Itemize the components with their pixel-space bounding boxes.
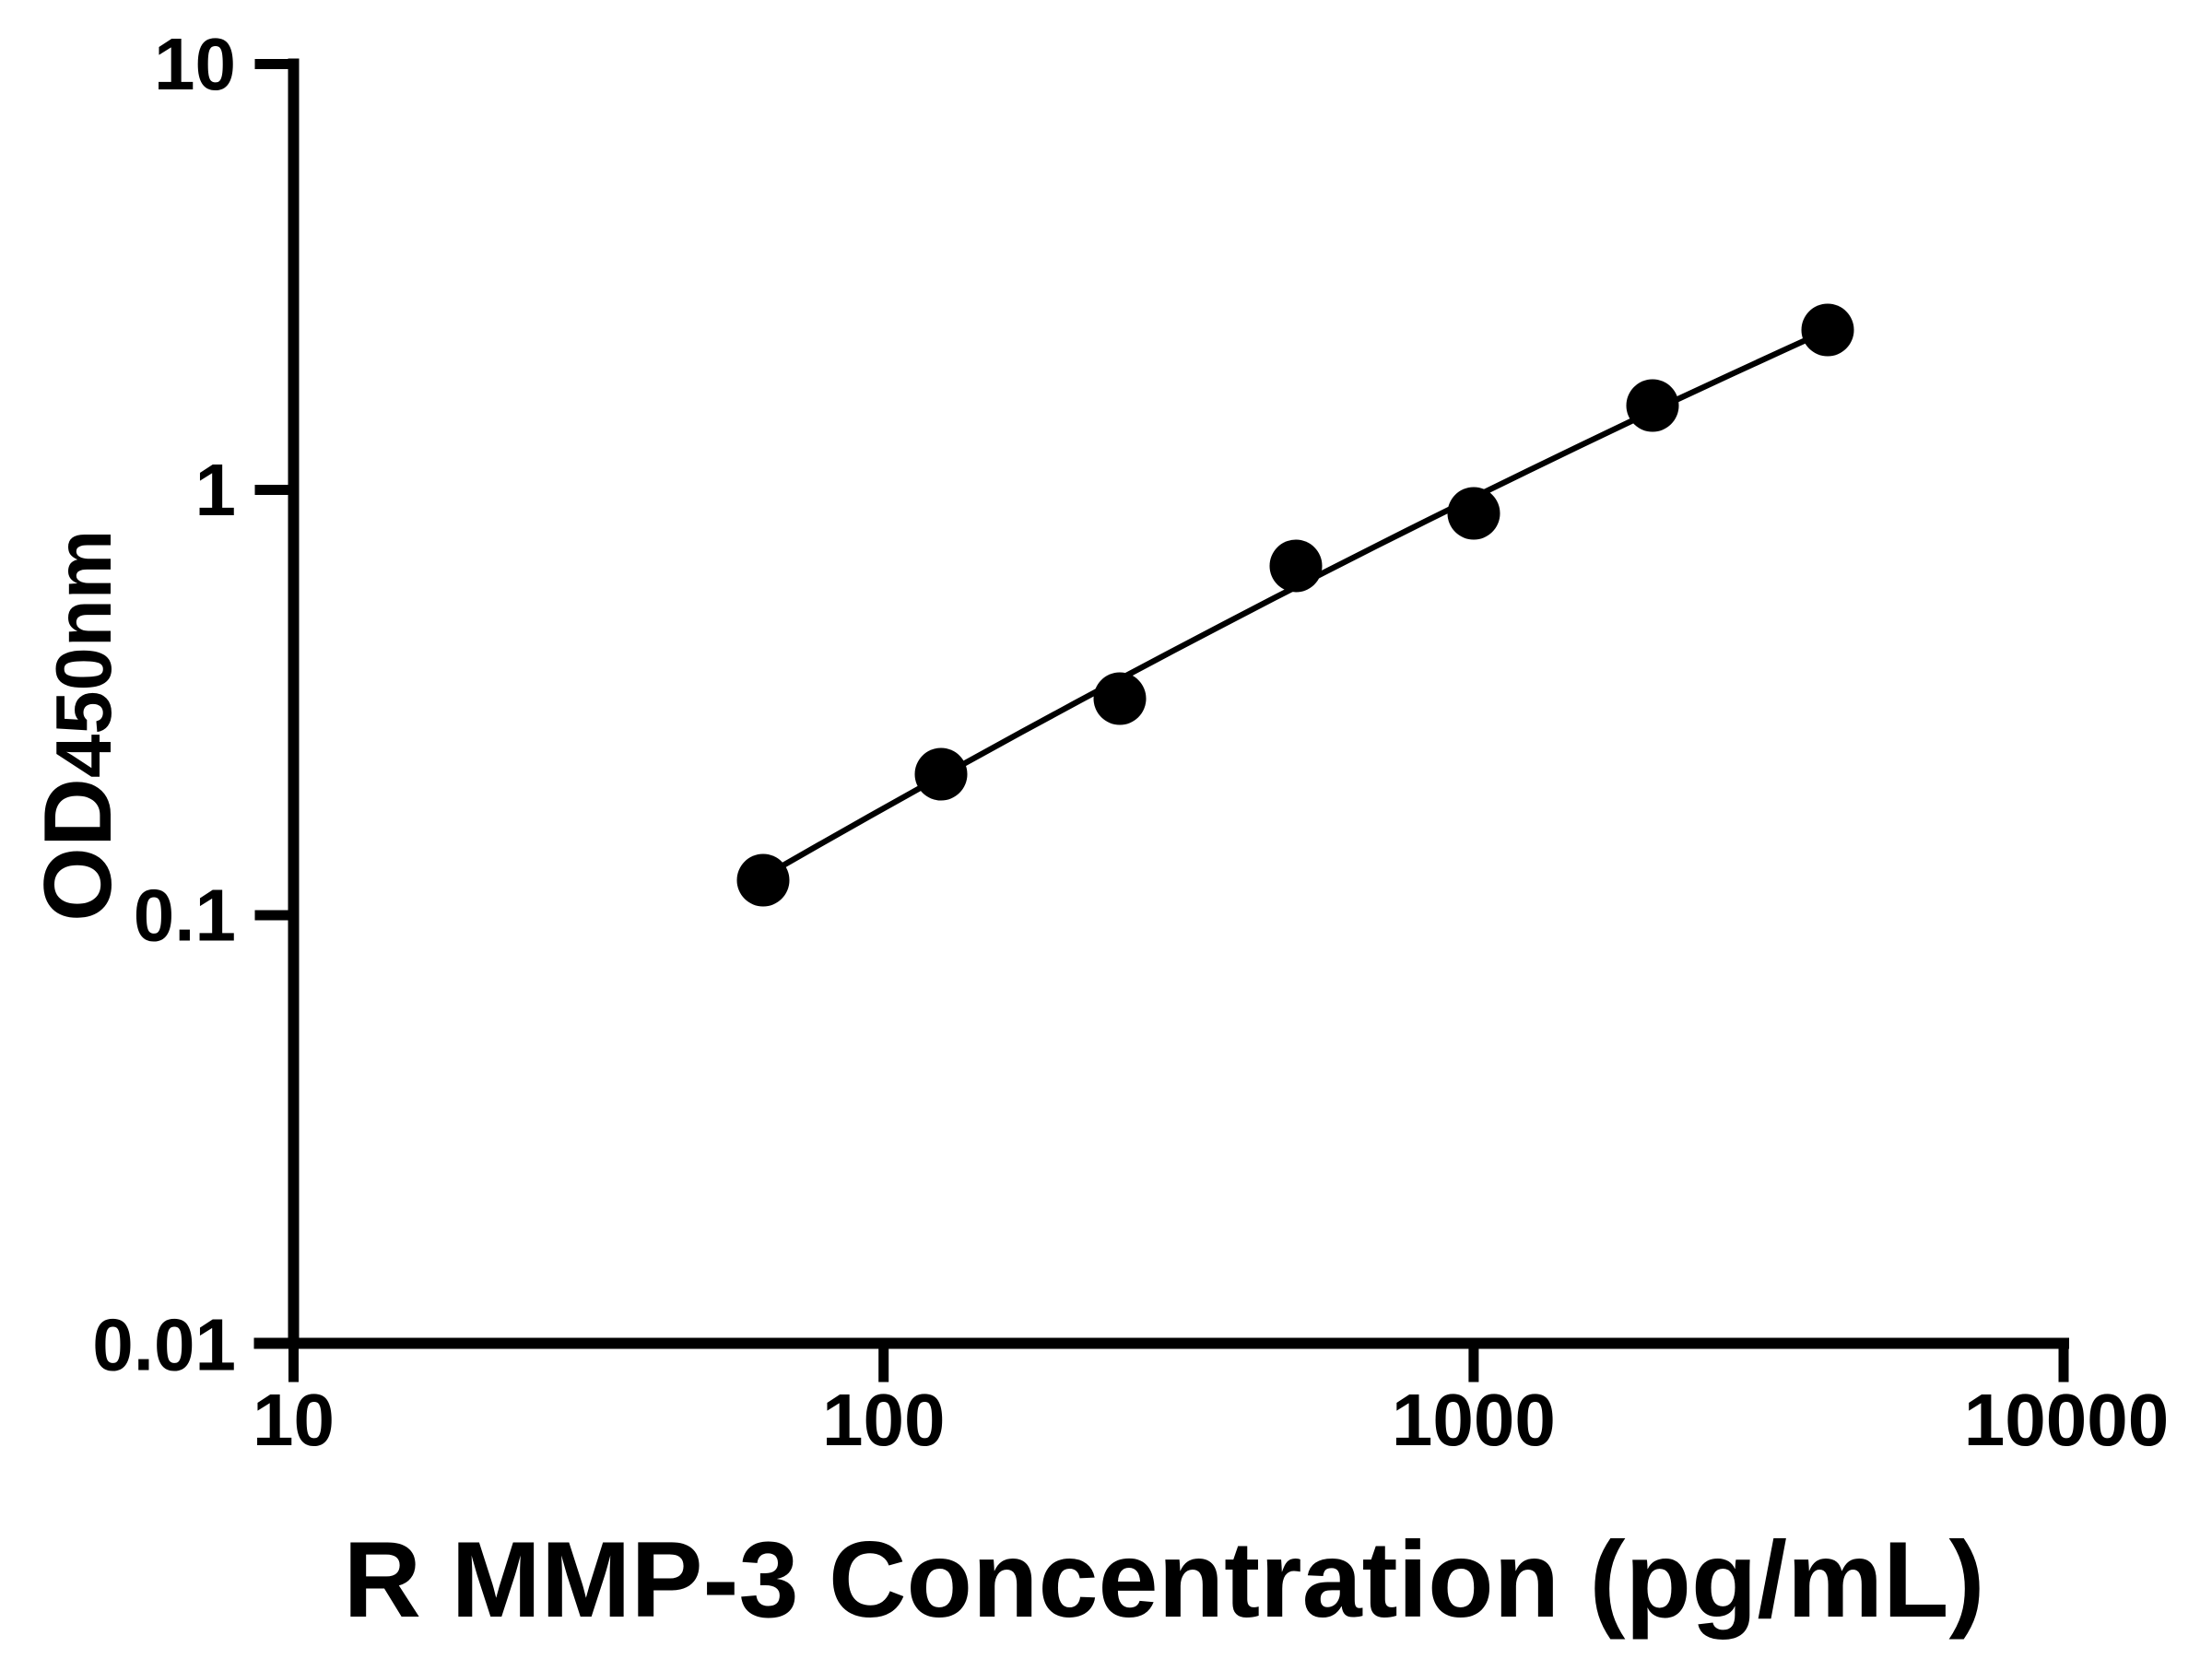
svg-text:10: 10 [253,1379,335,1461]
svg-text:1: 1 [195,449,237,531]
svg-text:0.1: 0.1 [134,875,236,957]
svg-text:OD450nm: OD450nm [25,530,132,922]
svg-text:10000: 10000 [1964,1379,2169,1461]
svg-text:10: 10 [154,23,236,105]
svg-text:100: 100 [822,1379,945,1461]
svg-text:1000: 1000 [1392,1379,1556,1461]
svg-text:R MMP-3 Concentration (pg/mL): R MMP-3 Concentration (pg/mL) [344,1519,1985,1640]
svg-text:0.01: 0.01 [92,1304,236,1386]
